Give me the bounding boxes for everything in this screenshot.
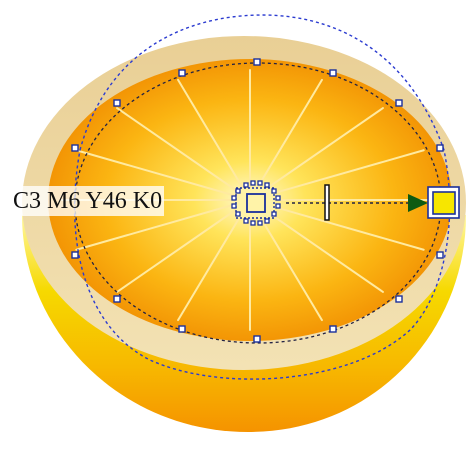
- node-handle: [71, 251, 79, 259]
- fill-midpoint-slider[interactable]: [324, 184, 330, 221]
- segment-line: [116, 107, 251, 201]
- segment-line: [249, 78, 323, 201]
- node-handle: [436, 251, 444, 259]
- segment-line: [75, 199, 251, 251]
- node-handle: [436, 144, 444, 152]
- fill-direction-arrow: [408, 194, 428, 212]
- node-handle: [71, 144, 79, 152]
- fill-color-label: C3 M6 Y46 K0: [11, 186, 165, 216]
- selection-outline: [73, 14, 451, 380]
- segment-line: [249, 149, 425, 201]
- segment-line: [249, 107, 384, 201]
- node-handles[interactable]: [71, 58, 444, 343]
- node-handle: [329, 69, 337, 77]
- fill-end-handle[interactable]: [427, 186, 460, 219]
- node-handle: [253, 335, 261, 343]
- segment-line: [116, 199, 251, 293]
- segment-line: [177, 199, 251, 322]
- node-handle: [253, 58, 261, 66]
- node-handle: [329, 325, 337, 333]
- node-handle: [395, 295, 403, 303]
- node-handle: [178, 325, 186, 333]
- node-handle: [113, 295, 121, 303]
- node-handle: [113, 99, 121, 107]
- fill-center-handle[interactable]: [231, 180, 281, 226]
- segment-line: [249, 199, 323, 322]
- node-handle: [395, 99, 403, 107]
- segment-line: [75, 149, 251, 201]
- node-handle: [178, 69, 186, 77]
- segment-line: [177, 78, 251, 201]
